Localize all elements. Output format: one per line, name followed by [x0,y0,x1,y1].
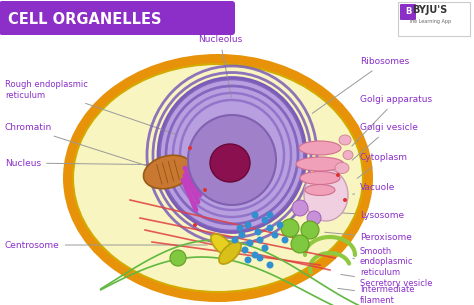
Ellipse shape [246,239,254,246]
Ellipse shape [343,150,353,160]
Ellipse shape [266,224,273,231]
Text: Secretory vesicle: Secretory vesicle [341,274,432,288]
Text: Chromatin: Chromatin [5,124,182,177]
Text: CELL ORGANELLES: CELL ORGANELLES [8,12,162,27]
Ellipse shape [282,236,289,243]
Ellipse shape [210,144,250,182]
Ellipse shape [231,236,238,243]
Text: Cytoplasm: Cytoplasm [357,153,408,178]
Text: Ribosomes: Ribosomes [312,58,409,113]
Ellipse shape [272,231,279,239]
Ellipse shape [63,54,373,302]
Ellipse shape [262,217,268,224]
Ellipse shape [276,221,283,228]
FancyBboxPatch shape [398,2,470,36]
Ellipse shape [301,221,319,239]
Ellipse shape [170,250,186,266]
Text: B: B [405,8,411,16]
Ellipse shape [336,173,340,177]
Ellipse shape [299,141,341,155]
Ellipse shape [245,257,252,264]
Text: Golgi apparatus: Golgi apparatus [352,95,432,146]
Ellipse shape [252,252,258,259]
Ellipse shape [281,219,299,237]
Ellipse shape [305,185,335,196]
FancyBboxPatch shape [0,1,235,35]
Ellipse shape [339,135,351,145]
Text: BYJU'S: BYJU'S [412,5,447,15]
Ellipse shape [237,224,244,231]
Ellipse shape [158,77,306,232]
Ellipse shape [343,198,347,202]
Ellipse shape [73,64,363,292]
Ellipse shape [144,155,192,189]
Text: Lysosome: Lysosome [325,210,404,220]
Ellipse shape [266,211,273,218]
Text: Peroxisome: Peroxisome [325,232,412,242]
Ellipse shape [245,221,252,228]
Ellipse shape [211,234,233,256]
FancyBboxPatch shape [400,4,416,20]
Text: Rough endoplasmic
reticulum: Rough endoplasmic reticulum [5,80,175,134]
Ellipse shape [256,236,264,243]
Ellipse shape [238,231,246,239]
Ellipse shape [241,246,248,253]
Ellipse shape [193,223,197,227]
Ellipse shape [304,169,348,221]
Text: Smooth
endoplasmic
reticulum: Smooth endoplasmic reticulum [353,247,413,277]
Ellipse shape [188,146,192,150]
Text: Centrosome: Centrosome [5,241,207,249]
Text: Nucleolus: Nucleolus [198,35,242,97]
Ellipse shape [307,211,321,225]
Text: Intermediate
filament: Intermediate filament [338,285,414,305]
Ellipse shape [255,228,262,235]
Text: The Learning App: The Learning App [409,19,452,23]
Ellipse shape [292,200,308,216]
Ellipse shape [256,254,264,261]
Ellipse shape [262,245,268,252]
Text: Golgi vesicle: Golgi vesicle [352,124,418,160]
Ellipse shape [203,188,207,192]
Ellipse shape [266,261,273,268]
Ellipse shape [335,163,349,174]
Ellipse shape [296,157,344,171]
Ellipse shape [219,242,241,264]
Text: Nucleus: Nucleus [5,159,182,167]
Ellipse shape [300,171,340,185]
Text: Vacuole: Vacuole [353,184,395,194]
Ellipse shape [291,235,309,253]
Ellipse shape [252,211,258,218]
Ellipse shape [188,115,276,205]
